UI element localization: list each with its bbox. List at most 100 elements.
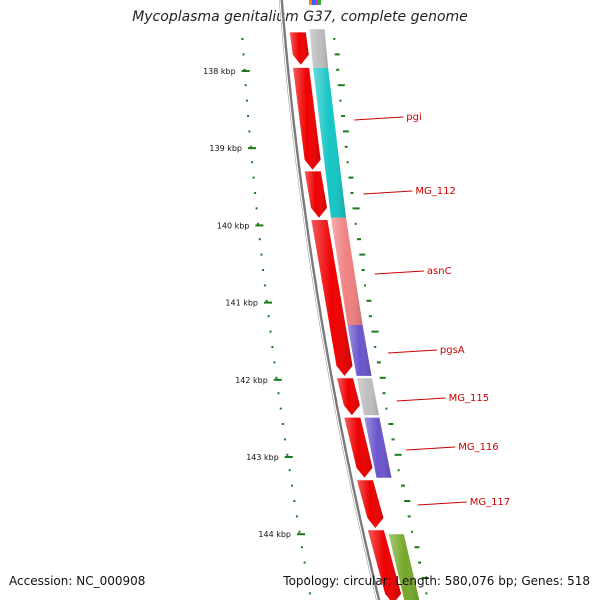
gene-block-shade (357, 378, 379, 416)
gene-block-shade (331, 217, 363, 325)
gc-tick (364, 284, 366, 287)
gc-tick (359, 253, 366, 256)
gc-tick (385, 407, 388, 410)
minor-tick-dot (308, 592, 311, 595)
minor-tick-dot (251, 161, 254, 164)
ruler-tick-label: 142 kbp (235, 376, 268, 385)
gene-block-shade (309, 29, 329, 68)
gc-tick (374, 346, 377, 348)
strand-arrow-shade (344, 417, 373, 478)
gene-labels: pgi MG_112 asnC pgsA MG_115 MG_116 MG_117 (354, 112, 510, 508)
gc-tick (357, 238, 361, 241)
gc-tick (394, 453, 402, 456)
minor-tick-dot (247, 115, 250, 117)
strand-arrow-shade (289, 32, 309, 65)
gene-label: MG_116 (458, 442, 498, 453)
minor-tick-dot (262, 269, 265, 271)
minor-tick-dot (277, 392, 280, 395)
ruler-tick-label: 143 kbp (246, 453, 279, 462)
strand-arrow-shade (293, 67, 321, 170)
accession-text: Accession: NC_000908 (9, 574, 146, 588)
genome-backbone-highlight (279, 0, 378, 600)
minor-tick-dot (260, 253, 263, 256)
minor-tick-dot (267, 315, 270, 318)
gc-tick (337, 84, 345, 87)
gc-tick (401, 484, 405, 487)
strand-arrow-shade (311, 220, 353, 376)
gc-tick (341, 115, 346, 117)
minor-tick-dot (255, 207, 258, 210)
gene-block-shade (313, 67, 346, 218)
gc-tick (346, 161, 349, 164)
gc-tick (414, 546, 420, 549)
gc-tick (421, 577, 429, 579)
ruler-ticks: 138 kbp 139 kbp 140 kbp 141 kbp 142 kbp 143 k… (203, 67, 305, 539)
minor-tick-dot (291, 484, 293, 487)
gc-tick (334, 53, 340, 56)
minor-tick-dot (243, 68, 246, 71)
gc-tick (350, 192, 354, 194)
ruler-tick-label: 139 kbp (209, 144, 242, 153)
minor-tick-dot (249, 145, 252, 148)
minor-tick-dot (301, 546, 303, 549)
gc-tick (368, 315, 372, 318)
ruler-tick-label: 138 kbp (203, 67, 236, 76)
minor-tick-dot (265, 299, 268, 302)
minor-tick-dot (303, 561, 306, 564)
minor-tick-dot (306, 577, 309, 579)
minor-tick-dot (241, 38, 244, 40)
minor-tick-dot (244, 84, 247, 87)
minor-tick-dot (288, 469, 291, 472)
gene-label: pgi (406, 112, 421, 123)
topology-text: Topology: circular; Length: 580,076 bp; … (283, 574, 590, 588)
gc-tick (376, 361, 381, 364)
gene-leader-line (363, 190, 413, 195)
strand-arrow-shade (304, 171, 327, 218)
minor-tick-dot (281, 423, 284, 425)
minor-tick-dots (241, 38, 311, 595)
ruler-tick (241, 70, 250, 72)
gc-tick (404, 500, 411, 502)
minor-tick-dot (279, 407, 282, 410)
gene-leader-line (396, 397, 446, 402)
gene-block-shade (347, 325, 372, 376)
gene-block-shade (388, 534, 420, 600)
minor-tick-dot (271, 346, 274, 348)
strand-arrow-shade (367, 530, 402, 600)
gc-tick (348, 176, 354, 179)
map-title: Mycoplasma genitalium G37, complete geno… (132, 9, 468, 25)
ruler-tick (255, 224, 264, 227)
minor-tick-dot (263, 284, 266, 287)
gc-tick (411, 530, 413, 533)
ruler-tick-label: 140 kbp (217, 221, 250, 230)
gc-tick (407, 515, 411, 518)
gene-label: MG_117 (470, 497, 510, 508)
gc-tick (352, 207, 360, 210)
gene-label: asnC (427, 266, 452, 277)
gene-leader-line (387, 349, 437, 354)
minor-tick-dot (248, 130, 251, 133)
gc-tick (354, 222, 357, 225)
gene-leader-line (354, 116, 404, 121)
ruler-tick-label: 141 kbp (225, 299, 258, 308)
minor-tick-dot (245, 99, 248, 102)
gene-leader-line (417, 501, 467, 506)
ruler-tick (248, 147, 256, 150)
minor-tick-dot (242, 53, 245, 56)
gene-label: pgsA (440, 345, 465, 356)
minor-tick-dot (295, 515, 298, 518)
gene-sliver (315, 0, 318, 5)
gene-track (309, 0, 420, 600)
gc-tick (336, 68, 340, 71)
strand-arrow-shade (337, 378, 360, 416)
forward-strand-track (289, 32, 402, 600)
gc-tick (366, 299, 372, 302)
minor-tick-dot (252, 176, 255, 179)
minor-tick-dot (286, 453, 289, 456)
minor-tick-dot (298, 530, 301, 533)
ruler-tick (264, 301, 272, 304)
minor-tick-dot (293, 500, 296, 502)
gc-tick (379, 376, 386, 379)
minor-tick-dot (258, 238, 261, 241)
